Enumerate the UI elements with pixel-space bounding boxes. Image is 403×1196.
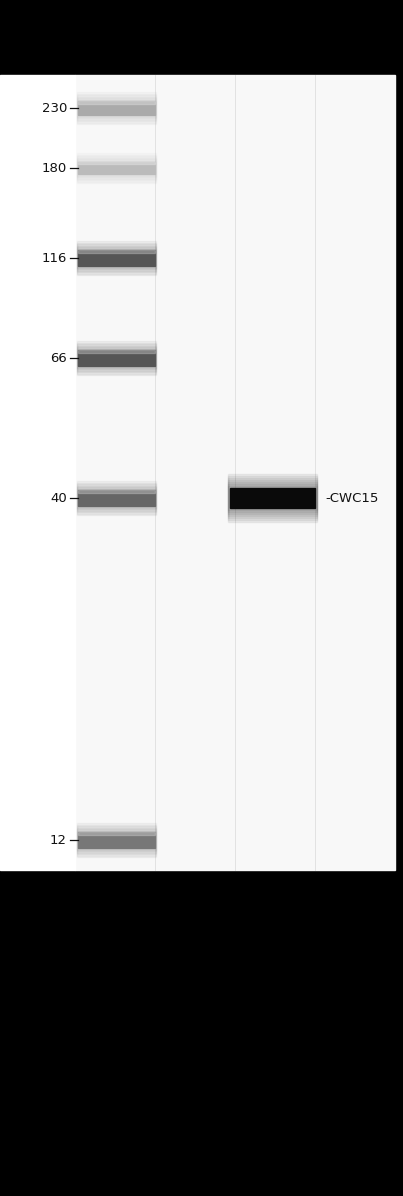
Bar bbox=[77, 342, 156, 373]
Bar bbox=[78, 832, 155, 848]
Bar bbox=[77, 248, 156, 269]
Text: -CWC15: -CWC15 bbox=[325, 492, 378, 505]
Bar bbox=[77, 830, 156, 849]
Bar bbox=[77, 481, 156, 515]
Bar bbox=[77, 160, 156, 176]
Bar bbox=[77, 155, 156, 181]
Bar bbox=[228, 486, 317, 509]
Bar bbox=[228, 474, 317, 521]
Bar bbox=[77, 243, 156, 274]
Bar bbox=[77, 97, 156, 120]
Bar bbox=[77, 158, 156, 178]
Bar bbox=[228, 482, 317, 514]
Text: 180: 180 bbox=[42, 161, 67, 175]
Text: 40: 40 bbox=[50, 492, 67, 505]
Bar bbox=[77, 346, 156, 371]
Bar bbox=[77, 341, 156, 376]
Bar bbox=[77, 348, 156, 367]
Bar bbox=[77, 244, 156, 271]
Bar bbox=[77, 487, 156, 509]
Bar bbox=[77, 486, 156, 511]
Bar bbox=[78, 250, 155, 254]
Text: 116: 116 bbox=[42, 251, 67, 264]
Bar bbox=[77, 484, 156, 512]
Bar bbox=[78, 161, 155, 164]
Bar bbox=[78, 490, 155, 493]
Bar bbox=[77, 826, 156, 854]
Bar bbox=[77, 823, 156, 858]
Bar bbox=[78, 490, 155, 506]
Bar bbox=[77, 98, 156, 118]
Bar bbox=[0, 0, 403, 75]
Bar bbox=[230, 488, 315, 508]
Bar bbox=[77, 99, 156, 116]
Bar bbox=[77, 92, 156, 124]
Bar bbox=[77, 154, 156, 182]
Bar bbox=[228, 476, 317, 520]
Bar bbox=[228, 478, 317, 518]
Bar bbox=[78, 161, 155, 173]
Bar bbox=[77, 153, 156, 183]
Bar bbox=[78, 100, 155, 104]
Bar bbox=[228, 480, 317, 515]
Bar bbox=[77, 159, 156, 177]
Bar bbox=[77, 488, 156, 507]
Bar bbox=[228, 484, 317, 512]
Bar bbox=[78, 350, 155, 353]
Bar bbox=[77, 344, 156, 372]
Bar bbox=[77, 829, 156, 852]
Bar bbox=[0, 75, 75, 869]
Bar bbox=[77, 828, 156, 853]
Bar bbox=[78, 832, 155, 835]
Bar bbox=[77, 245, 156, 270]
Bar bbox=[77, 482, 156, 513]
Text: 66: 66 bbox=[50, 352, 67, 365]
Bar bbox=[77, 249, 156, 268]
Bar bbox=[77, 94, 156, 121]
Bar bbox=[78, 100, 155, 115]
Bar bbox=[78, 250, 155, 266]
Bar bbox=[0, 869, 403, 1196]
Text: 230: 230 bbox=[42, 102, 67, 115]
Bar bbox=[77, 824, 156, 855]
Text: 12: 12 bbox=[50, 834, 67, 847]
Bar bbox=[77, 242, 156, 275]
Bar bbox=[78, 350, 155, 366]
Bar bbox=[75, 75, 395, 869]
Bar bbox=[77, 93, 156, 122]
Bar bbox=[77, 347, 156, 370]
